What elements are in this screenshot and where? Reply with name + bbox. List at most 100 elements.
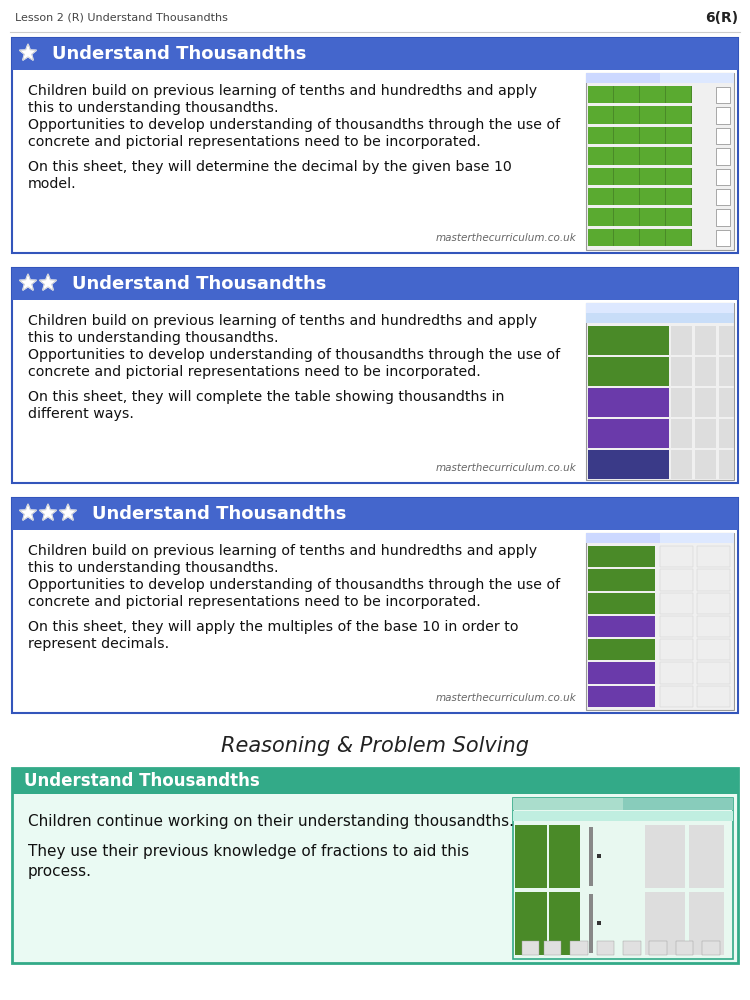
Bar xyxy=(695,326,715,355)
Bar xyxy=(640,167,664,185)
Text: They use their previous knowledge of fractions to aid this: They use their previous knowledge of fra… xyxy=(28,844,470,859)
Bar xyxy=(660,593,692,614)
Bar xyxy=(697,686,730,707)
Bar xyxy=(570,941,588,955)
Bar xyxy=(689,892,724,955)
Bar xyxy=(12,768,738,963)
Bar xyxy=(522,941,539,955)
Bar xyxy=(588,616,655,637)
Text: Understand Thousandths: Understand Thousandths xyxy=(24,772,260,790)
Text: Understand Thousandths: Understand Thousandths xyxy=(72,275,326,293)
Bar xyxy=(588,106,692,124)
Bar xyxy=(650,941,667,955)
Bar xyxy=(623,798,733,810)
Bar xyxy=(588,419,670,448)
Bar xyxy=(718,357,734,386)
Bar xyxy=(588,86,692,103)
Bar xyxy=(640,127,664,144)
Bar xyxy=(676,941,694,955)
Bar xyxy=(640,106,664,124)
Bar xyxy=(716,87,730,103)
Bar xyxy=(588,86,613,103)
Bar xyxy=(590,827,593,886)
Text: model.: model. xyxy=(28,177,76,191)
Text: process.: process. xyxy=(28,864,92,879)
Bar xyxy=(586,303,734,313)
Bar xyxy=(588,662,655,684)
Text: 6(R): 6(R) xyxy=(705,11,738,25)
Bar xyxy=(716,209,730,226)
Bar xyxy=(12,268,738,483)
Text: Reasoning & Problem Solving: Reasoning & Problem Solving xyxy=(221,736,529,756)
Bar xyxy=(590,894,593,953)
Bar xyxy=(544,941,562,955)
Bar xyxy=(640,208,664,226)
Bar xyxy=(716,107,730,124)
Bar xyxy=(588,167,613,185)
Bar xyxy=(614,86,639,103)
Text: concrete and pictorial representations need to be incorporated.: concrete and pictorial representations n… xyxy=(28,135,481,149)
Bar xyxy=(586,313,734,323)
Polygon shape xyxy=(40,274,56,290)
Text: masterthecurriculum.co.uk: masterthecurriculum.co.uk xyxy=(435,233,576,243)
Polygon shape xyxy=(40,504,56,520)
Bar xyxy=(645,825,685,888)
Polygon shape xyxy=(20,504,37,520)
Text: On this sheet, they will complete the table showing thousandths in: On this sheet, they will complete the ta… xyxy=(28,390,505,404)
Bar xyxy=(718,450,734,479)
Bar xyxy=(671,388,692,417)
Bar xyxy=(588,127,692,144)
Bar xyxy=(614,167,639,185)
Polygon shape xyxy=(59,504,76,520)
Bar xyxy=(586,73,734,83)
Bar xyxy=(12,768,738,794)
Bar xyxy=(718,419,734,448)
Text: Understand Thousandths: Understand Thousandths xyxy=(52,45,306,63)
Bar xyxy=(666,147,691,164)
Polygon shape xyxy=(20,44,37,60)
Text: Understand Thousandths: Understand Thousandths xyxy=(92,505,346,523)
Bar xyxy=(695,450,715,479)
Bar xyxy=(586,303,734,480)
Bar xyxy=(660,616,692,637)
Bar xyxy=(716,148,730,164)
Text: this to understanding thousandths.: this to understanding thousandths. xyxy=(28,101,278,115)
Bar xyxy=(614,188,639,205)
Bar xyxy=(515,825,547,888)
Bar xyxy=(666,167,691,185)
Bar xyxy=(513,798,733,810)
Bar xyxy=(666,208,691,226)
Bar xyxy=(697,616,730,637)
Bar xyxy=(716,230,730,246)
Bar xyxy=(586,533,660,543)
Bar xyxy=(12,38,738,70)
Bar xyxy=(614,208,639,226)
Bar xyxy=(588,569,655,591)
Text: Lesson 2 (R) Understand Thousandths: Lesson 2 (R) Understand Thousandths xyxy=(15,13,228,23)
Bar xyxy=(702,941,720,955)
Bar xyxy=(598,854,602,858)
Text: On this sheet, they will apply the multiples of the base 10 in order to: On this sheet, they will apply the multi… xyxy=(28,620,518,634)
Bar xyxy=(697,593,730,614)
Bar xyxy=(549,892,580,955)
Bar xyxy=(614,127,639,144)
Bar xyxy=(640,229,664,246)
Bar xyxy=(513,811,733,821)
Bar xyxy=(716,168,730,185)
Bar xyxy=(697,546,730,567)
Bar xyxy=(515,892,547,955)
Text: On this sheet, they will determine the decimal by the given base 10: On this sheet, they will determine the d… xyxy=(28,160,512,174)
Bar xyxy=(588,357,670,386)
Bar xyxy=(588,147,692,164)
Bar xyxy=(588,208,613,226)
Bar xyxy=(598,921,602,925)
Text: concrete and pictorial representations need to be incorporated.: concrete and pictorial representations n… xyxy=(28,365,481,379)
Bar xyxy=(588,450,670,479)
Bar xyxy=(697,569,730,591)
Text: Children build on previous learning of tenths and hundredths and apply: Children build on previous learning of t… xyxy=(28,314,537,328)
Bar xyxy=(588,188,613,205)
Text: different ways.: different ways. xyxy=(28,407,134,421)
Bar xyxy=(671,326,692,355)
Bar xyxy=(666,188,691,205)
Bar xyxy=(666,229,691,246)
